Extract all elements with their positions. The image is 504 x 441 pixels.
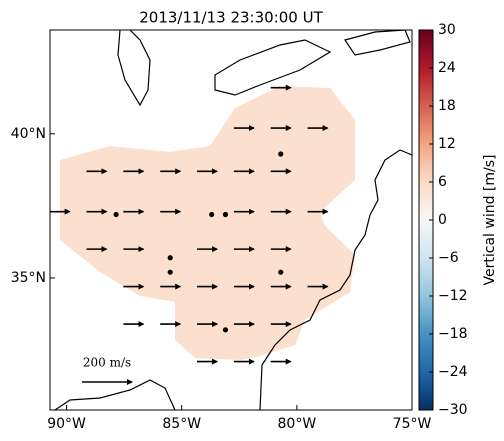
y-tick-label: 35°N <box>11 270 46 286</box>
scale-label: 200 m/s <box>83 356 131 370</box>
wind-vector <box>113 211 119 218</box>
y-tick-label: 40°N <box>11 126 46 142</box>
chart-title: 2013/11/13 23:30:00 UT <box>139 9 323 27</box>
map-frame <box>49 29 413 411</box>
colorbar-tick-label: 0 <box>438 212 447 228</box>
colorbar-tick-label: −18 <box>438 326 468 342</box>
x-tick-label: 75°W <box>393 416 432 432</box>
colorbar-tick-label: 18 <box>438 98 456 114</box>
colorbar-tick-label: 6 <box>438 174 447 190</box>
wind-vector <box>167 269 173 275</box>
colorbar-tick-label: 24 <box>438 60 456 76</box>
wind-vector <box>278 269 284 275</box>
x-tick-label: 80°W <box>278 416 317 432</box>
colorbar-tick-label: 12 <box>438 136 456 152</box>
wind-vector <box>209 211 215 218</box>
wind-vector <box>167 255 173 261</box>
colorbar-tick-label: −12 <box>438 288 468 304</box>
colorbar-label: Vertical wind [m/s] <box>482 155 498 286</box>
coastlines <box>54 30 412 410</box>
wind-vector <box>278 151 284 157</box>
wind-vector <box>222 211 229 218</box>
colorbar-tick-label: 30 <box>438 22 456 38</box>
colorbar-tick-label: −30 <box>438 402 468 418</box>
x-tick-label: 90°W <box>47 416 86 432</box>
x-tick-label: 85°W <box>162 416 201 432</box>
colorbar-tick-label: −24 <box>438 364 468 380</box>
colorbar-tick-label: −6 <box>438 250 459 266</box>
wind-vector <box>222 327 229 333</box>
